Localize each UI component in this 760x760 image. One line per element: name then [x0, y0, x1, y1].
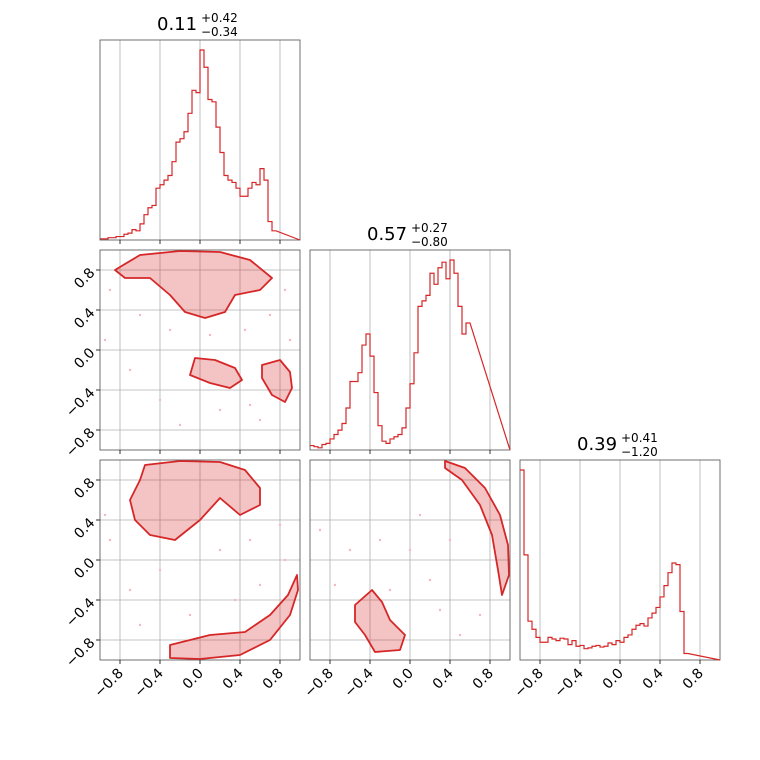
- x-tick-label-4: 0.8: [680, 666, 707, 693]
- scatter-point-4: [428, 578, 432, 582]
- titles-layer: 0.11 +0.42 −0.34 0.57 +0.27 −0.80 0.39 +…: [157, 11, 658, 459]
- x-tick-label-3: 0.4: [430, 665, 457, 692]
- x-tick-label-4: 0.8: [260, 666, 287, 693]
- scatter-point-5: [268, 313, 272, 317]
- x-tick-label-2: 0.0: [390, 666, 417, 693]
- scatter-point-2: [158, 568, 162, 572]
- scatter-point-6: [388, 588, 392, 592]
- scatter-point-1: [348, 548, 352, 552]
- x-tick-label-0: −0.8: [511, 666, 546, 701]
- scatter-point-0: [318, 528, 322, 532]
- title-2-plus: +0.41: [621, 431, 658, 445]
- scatter-point-11: [103, 513, 107, 517]
- title-0-plus: +0.42: [201, 11, 238, 25]
- scatter-point-12: [178, 423, 182, 427]
- y-tick-label-2: 0.0: [71, 345, 98, 372]
- y-tick-label-3: 0.4: [71, 305, 98, 332]
- title-2-value: 0.39: [577, 434, 617, 455]
- x-tick-label-0: −0.8: [91, 666, 126, 701]
- scatter-point-5: [438, 608, 442, 612]
- scatter-point-9: [128, 368, 132, 372]
- scatter-point-3: [218, 548, 222, 552]
- scatter-point-2: [378, 538, 382, 542]
- y-tick-label-4: 0.8: [71, 475, 98, 502]
- scatter-point-11: [448, 538, 452, 542]
- y-tick-label-2: 0.0: [71, 555, 98, 582]
- scatter-point-8: [258, 583, 262, 587]
- scatter-point-4: [248, 538, 252, 542]
- contour-region-1: [354, 589, 406, 653]
- scatter-point-7: [418, 513, 422, 517]
- contour-region-1: [169, 574, 299, 660]
- contour-region-0: [129, 460, 261, 541]
- scatter-point-8: [158, 398, 162, 402]
- x-tick-label-3: 0.4: [220, 665, 247, 692]
- y-tick-label-0: −0.8: [63, 425, 98, 460]
- contour-panel-2: −0.8 −0.4 0.0 0.4 0.8: [301, 459, 511, 701]
- title-1-minus: −0.80: [411, 235, 448, 249]
- scatter-point-14: [103, 338, 107, 342]
- contour-region-0: [444, 460, 510, 596]
- scatter-point-0: [108, 538, 112, 542]
- scatter-point-11: [283, 288, 287, 292]
- scatter-point-5: [278, 523, 282, 527]
- title-1-plus: +0.27: [411, 221, 448, 235]
- scatter-point-10: [218, 408, 222, 412]
- scatter-point-1: [128, 588, 132, 592]
- title-0-minus: −0.34: [201, 25, 238, 39]
- scatter-point-6: [233, 598, 237, 602]
- scatter-point-1: [138, 313, 142, 317]
- histogram-step-0: [100, 49, 301, 241]
- y-tick-label-4: 0.8: [71, 265, 98, 292]
- x-tick-label-0: −0.8: [301, 666, 336, 701]
- x-tick-label-2: 0.0: [600, 666, 627, 693]
- x-tick-label-3: 0.4: [640, 665, 667, 692]
- title-0-value: 0.11: [157, 14, 197, 35]
- title-2-minus: −1.20: [621, 445, 658, 459]
- histogram-panel-2: −0.8 −0.4 0.0 0.4 0.8: [511, 459, 721, 701]
- histogram-panel-0: [99, 39, 301, 244]
- contour-panel-1: −0.8−0.40.00.40.8−0.8 −0.4 0.0 0.4 0.8: [63, 459, 301, 701]
- contour-region-1: [189, 357, 243, 389]
- scatter-point-2: [168, 328, 172, 332]
- title-1-value: 0.57: [367, 224, 407, 245]
- panels-layer: −0.8 −0.4 0.0 0.4 0.8−0.8−0.40.00.40.8−0.8−0…: [63, 39, 721, 701]
- y-tick-label-1: −0.4: [63, 385, 98, 420]
- contour-region-0: [114, 250, 273, 319]
- scatter-point-4: [243, 328, 247, 332]
- histogram-step-1: [310, 259, 511, 451]
- scatter-point-10: [333, 583, 337, 587]
- histogram-panel-1: [309, 249, 511, 454]
- scatter-point-10: [283, 558, 287, 562]
- scatter-point-3: [408, 548, 412, 552]
- scatter-point-13: [258, 418, 262, 422]
- y-tick-label-0: −0.8: [63, 635, 98, 670]
- x-tick-label-1: −0.4: [551, 665, 586, 700]
- y-tick-label-1: −0.4: [63, 595, 98, 630]
- x-tick-label-4: 0.8: [470, 666, 497, 693]
- scatter-point-3: [208, 333, 212, 337]
- scatter-point-8: [458, 633, 462, 637]
- x-tick-label-2: 0.0: [180, 666, 207, 693]
- scatter-point-9: [138, 623, 142, 627]
- scatter-point-6: [288, 338, 292, 342]
- y-tick-label-3: 0.4: [71, 515, 98, 542]
- contour-panel-0: −0.8 −0.4 0.0 0.4 0.8: [63, 249, 301, 460]
- scatter-point-7: [248, 403, 252, 407]
- x-tick-label-1: −0.4: [131, 665, 166, 700]
- scatter-point-7: [188, 613, 192, 617]
- scatter-point-0: [108, 288, 112, 292]
- scatter-point-9: [478, 613, 482, 617]
- histogram-step-2: [520, 469, 721, 661]
- contour-region-2: [261, 359, 293, 403]
- x-tick-label-1: −0.4: [341, 665, 376, 700]
